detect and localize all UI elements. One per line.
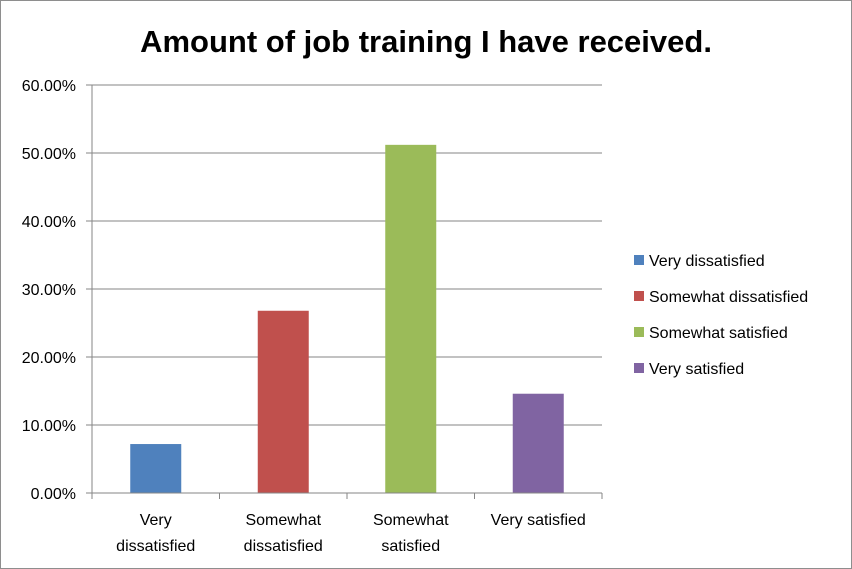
bar [257,310,309,493]
legend-label: Very dissatisfied [649,253,765,270]
legend-swatch [634,291,644,301]
bar [385,144,437,493]
x-category-label: dissatisfied [116,538,195,555]
chart-title: Amount of job training I have received. [140,24,712,59]
x-category-label: Somewhat [373,512,449,529]
legend-swatch [634,255,644,265]
legend: Very dissatisfied Somewhat dissatisfied So… [634,253,808,378]
x-category-label: Somewhat [245,512,321,529]
bar [512,393,564,493]
x-category-label: Very satisfied [491,512,586,529]
y-tick-label: 0.00% [31,486,76,503]
bars [130,144,564,493]
x-category-label: satisfied [381,538,440,555]
gridlines [92,84,602,426]
y-axis-ticks: 0.00% 10.00% 20.00% 30.00% 40.00% 50.00% 60.00… [22,78,92,503]
y-tick-label: 50.00% [22,146,76,163]
bar [130,444,182,493]
x-category-label: dissatisfied [244,538,323,555]
y-tick-label: 10.00% [22,418,76,435]
x-axis-categories: Very dissatisfied Somewhat dissatisfied Some… [116,512,586,555]
legend-label: Somewhat dissatisfied [649,289,808,306]
y-tick-label: 60.00% [22,78,76,95]
y-tick-label: 20.00% [22,350,76,367]
legend-label: Somewhat satisfied [649,325,788,342]
legend-swatch [634,363,644,373]
legend-swatch [634,327,644,337]
y-tick-label: 30.00% [22,282,76,299]
y-tick-label: 40.00% [22,214,76,231]
axes [91,85,603,499]
x-category-label: Very [140,512,172,529]
legend-label: Very satisfied [649,361,744,378]
